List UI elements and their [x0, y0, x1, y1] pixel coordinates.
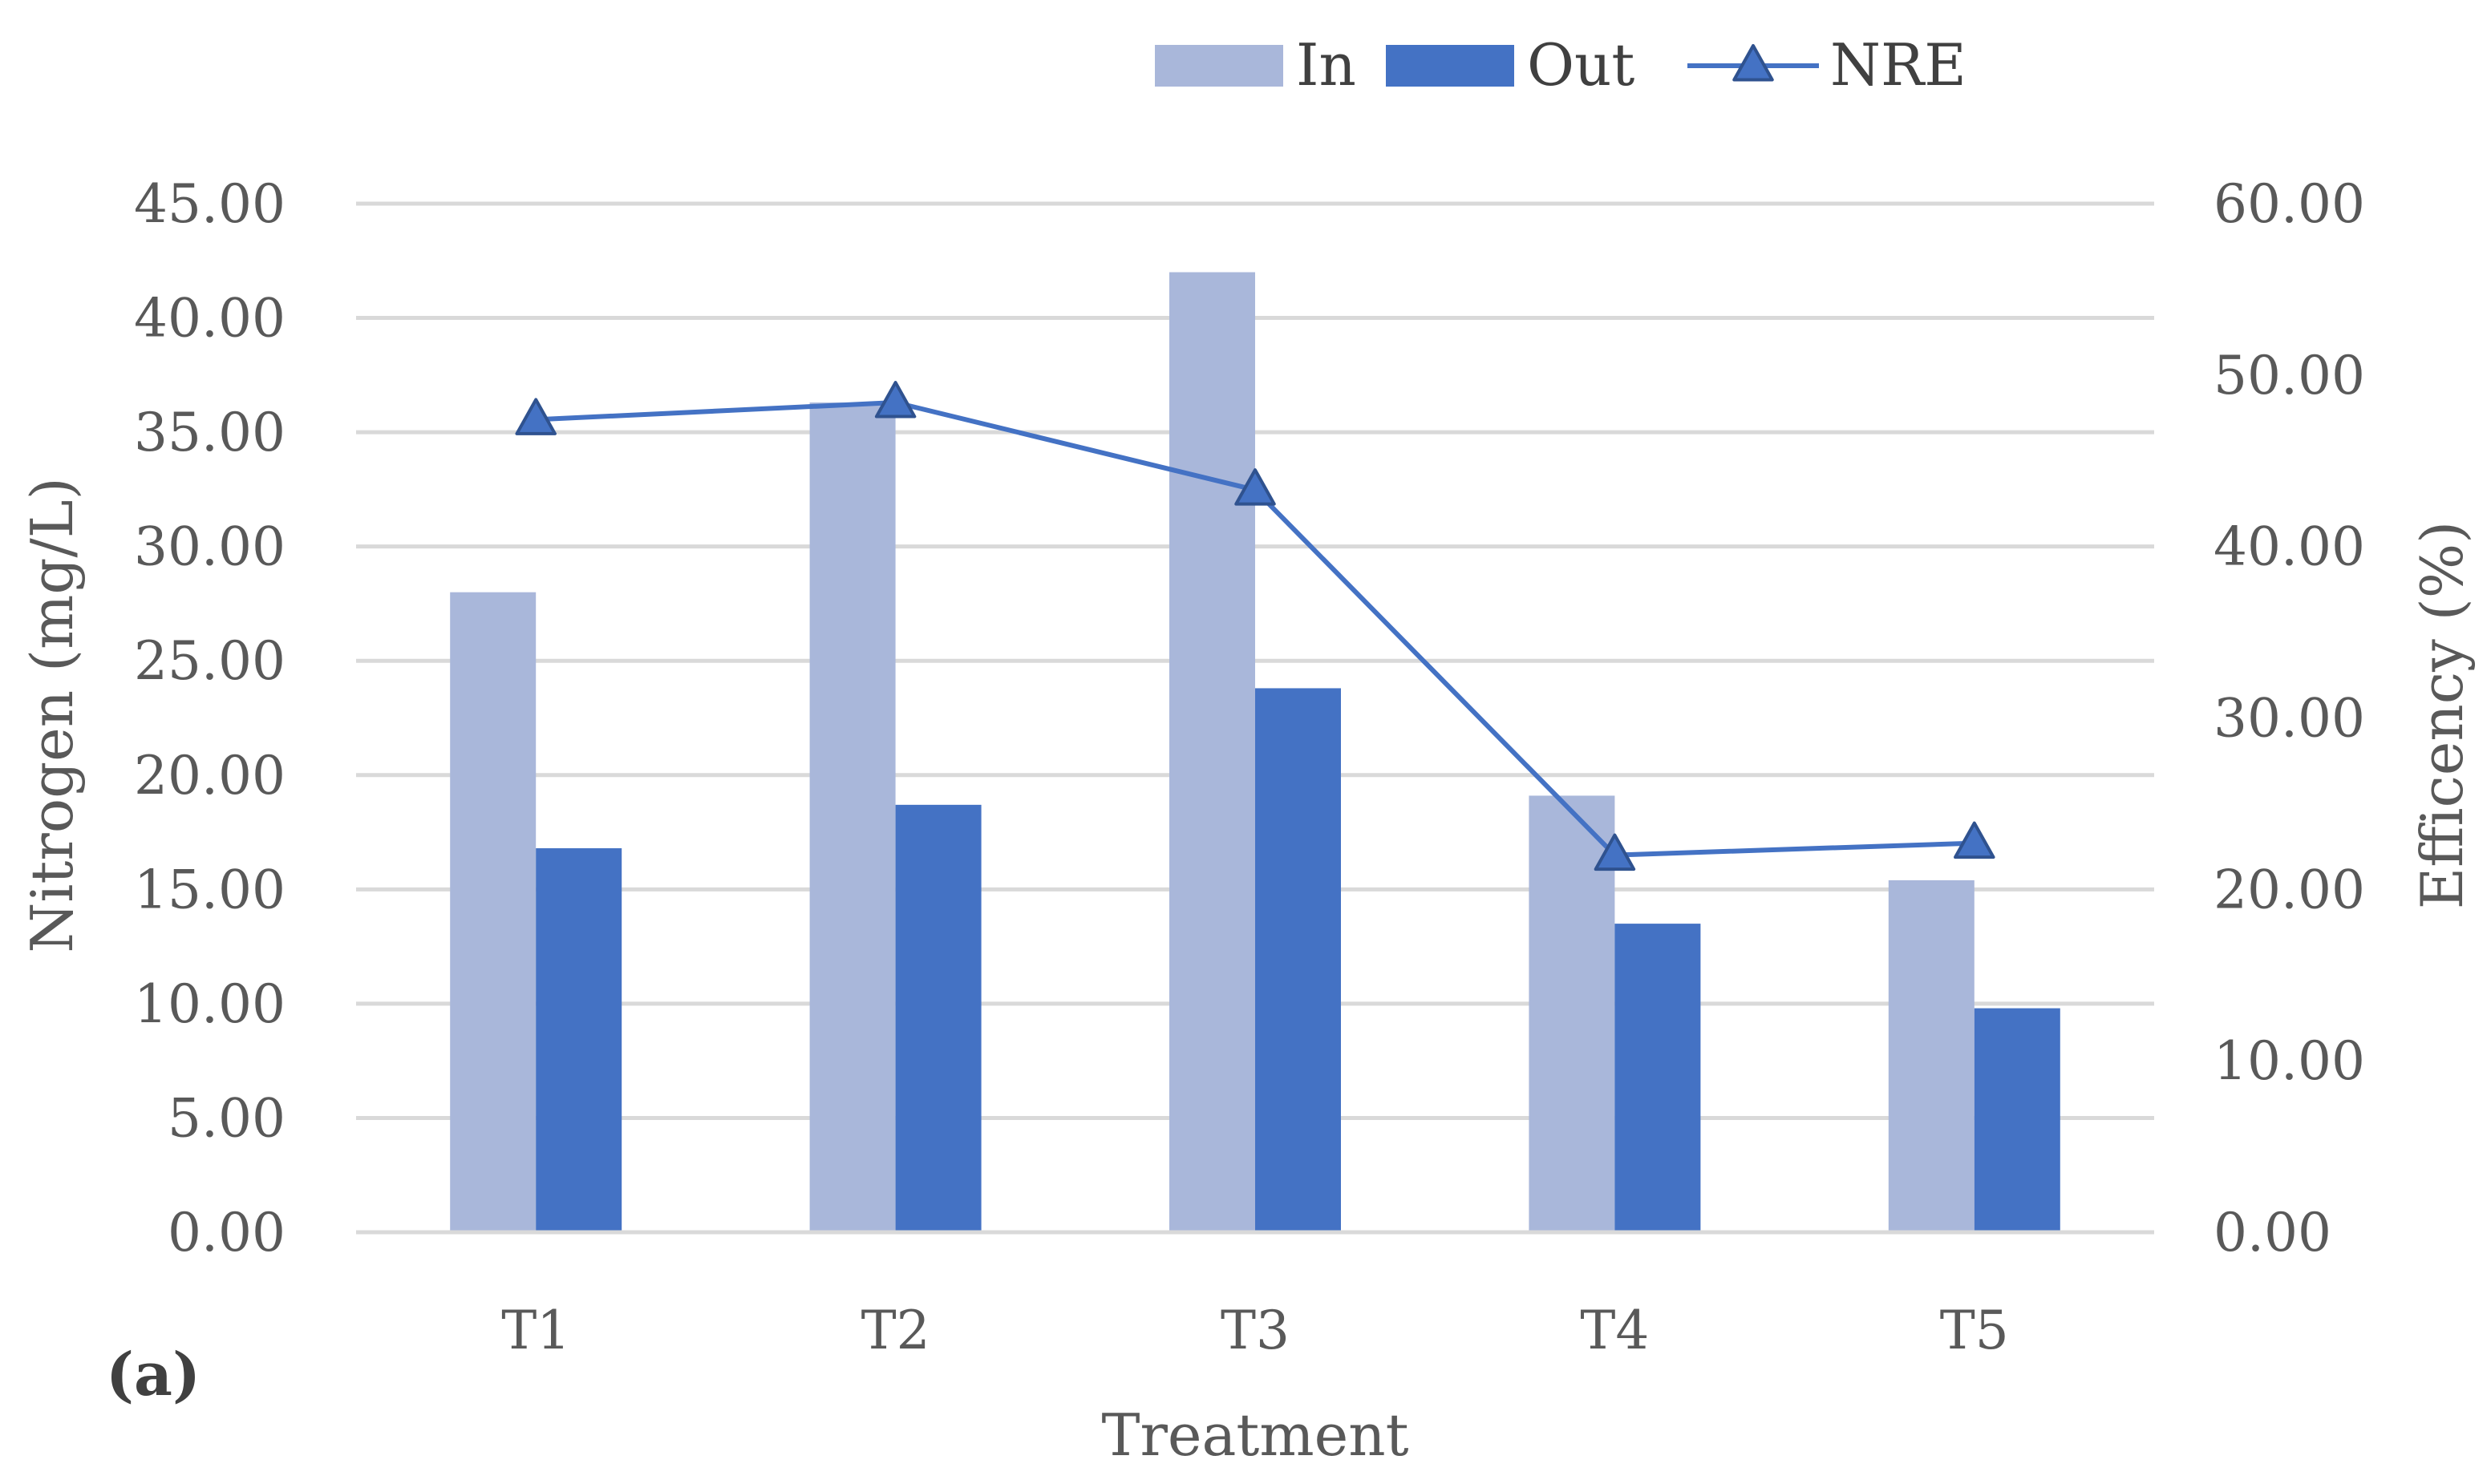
bar-out-t5 — [1974, 1008, 2060, 1232]
bar-out-t4 — [1614, 924, 1701, 1232]
y-tick-label: 25.00 — [134, 630, 286, 692]
y-tick-label: 20.00 — [134, 745, 286, 807]
y-right-tick-label: 60.00 — [2214, 173, 2365, 235]
x-tick-label: T5 — [1940, 1300, 2009, 1361]
y-tick-label: 10.00 — [134, 973, 286, 1035]
y-tick-label: 0.00 — [168, 1202, 286, 1264]
marker-nre-t4 — [1594, 833, 1636, 871]
legend-swatch-nre-marker — [1732, 44, 1774, 82]
y-right-tick-label: 20.00 — [2214, 859, 2365, 920]
bar-out-t1 — [536, 848, 622, 1232]
y-tick-label: 40.00 — [134, 288, 286, 350]
legend-swatch-in — [1155, 45, 1283, 87]
right-axis-ticks: 0.00 10.00 20.00 30.00 40.00 50.00 60.00 — [2214, 173, 2365, 1264]
y-right-tick-label: 10.00 — [2214, 1030, 2365, 1092]
x-axis-ticks: T1 T2 T3 T4 T5 — [501, 1300, 2009, 1361]
bar-in-t2 — [809, 402, 896, 1233]
bar-out-t3 — [1255, 688, 1341, 1232]
legend-swatch-out — [1386, 45, 1514, 87]
legend-label-in: In — [1296, 31, 1356, 99]
line-series — [515, 381, 1995, 871]
bar-in-t5 — [1888, 879, 1975, 1232]
y-axis-title: Nitrogen (mg/L) — [18, 477, 86, 952]
marker-nre-t1 — [515, 398, 557, 435]
x-tick-label: T2 — [861, 1300, 930, 1361]
y-right-tick-label: 40.00 — [2214, 516, 2365, 578]
x-tick-label: T3 — [1221, 1300, 1290, 1361]
bar-in-t1 — [450, 592, 537, 1232]
legend-label-nre: NRE — [1830, 31, 1966, 99]
y-tick-label: 35.00 — [134, 402, 286, 463]
bar-in-t3 — [1169, 272, 1255, 1232]
y-tick-label: 15.00 — [134, 859, 286, 920]
y-axis-right-title: Efficency (%) — [2408, 521, 2476, 910]
legend-label-out: Out — [1527, 31, 1634, 99]
y-right-tick-label: 30.00 — [2214, 688, 2365, 750]
panel-label: (a) — [106, 1340, 200, 1409]
y-right-tick-label: 0.00 — [2214, 1202, 2331, 1264]
y-tick-label: 30.00 — [134, 516, 286, 578]
y-tick-label: 45.00 — [134, 173, 286, 235]
bar-out-t2 — [895, 804, 982, 1232]
marker-nre-t2 — [874, 381, 917, 419]
y-tick-label: 5.00 — [168, 1087, 286, 1149]
left-axis-ticks: 0.00 5.00 10.00 15.00 20.00 25.00 30.00 35.00 40… — [134, 173, 286, 1264]
x-tick-label: T4 — [1580, 1300, 1649, 1361]
marker-nre-t3 — [1234, 468, 1276, 506]
legend: In Out NRE — [1155, 31, 1966, 99]
y-right-tick-label: 50.00 — [2214, 345, 2365, 406]
x-tick-label: T1 — [501, 1300, 570, 1361]
x-axis-title: Treatment — [1101, 1401, 1408, 1469]
marker-nre-t5 — [1954, 821, 1995, 859]
bar-series — [356, 272, 2154, 1235]
